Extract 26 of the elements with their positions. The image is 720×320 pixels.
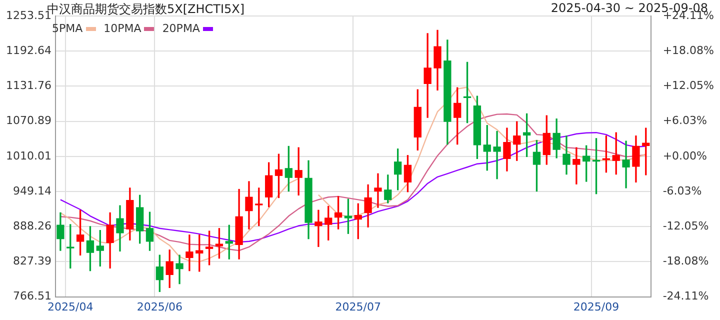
y2-tick-label: +18.08%	[662, 44, 714, 57]
y-tick-label: 827.39	[12, 254, 52, 268]
y2-tick-label: -12.05%	[662, 219, 709, 232]
candlestick	[215, 228, 224, 259]
legend-label: 10PMA	[104, 22, 142, 35]
candlestick	[344, 198, 352, 234]
y2-tick-label: +6.03%	[662, 114, 708, 128]
y2-tick-label: -6.03%	[662, 184, 702, 198]
y-tick-label: 1070.89	[6, 114, 52, 128]
legend-label: 20PMA	[162, 22, 201, 35]
y2-tick-label: -18.08%	[662, 254, 709, 268]
x-tick-label: 2025/07	[335, 300, 381, 314]
y-tick-label: 888.26	[12, 219, 52, 232]
y2-tick-label: -24.11%	[662, 290, 709, 303]
x-tick-label: 2025/06	[136, 300, 183, 314]
y-tick-label: 1010.01	[6, 149, 52, 162]
y2-tick-label: +0.00%	[662, 149, 708, 162]
y2-tick-label: +12.05%	[662, 79, 714, 92]
y-tick-label: 766.51	[12, 290, 52, 303]
candlestick	[255, 188, 263, 226]
x-tick-label: 2025/04	[48, 300, 94, 314]
y-tick-label: 1131.76	[6, 79, 52, 92]
x-tick-label: 2025/09	[573, 300, 620, 314]
y-tick-label: 949.14	[12, 184, 52, 198]
y-tick-label: 1192.64	[6, 44, 52, 57]
legend-label: 5PMA	[52, 22, 84, 35]
